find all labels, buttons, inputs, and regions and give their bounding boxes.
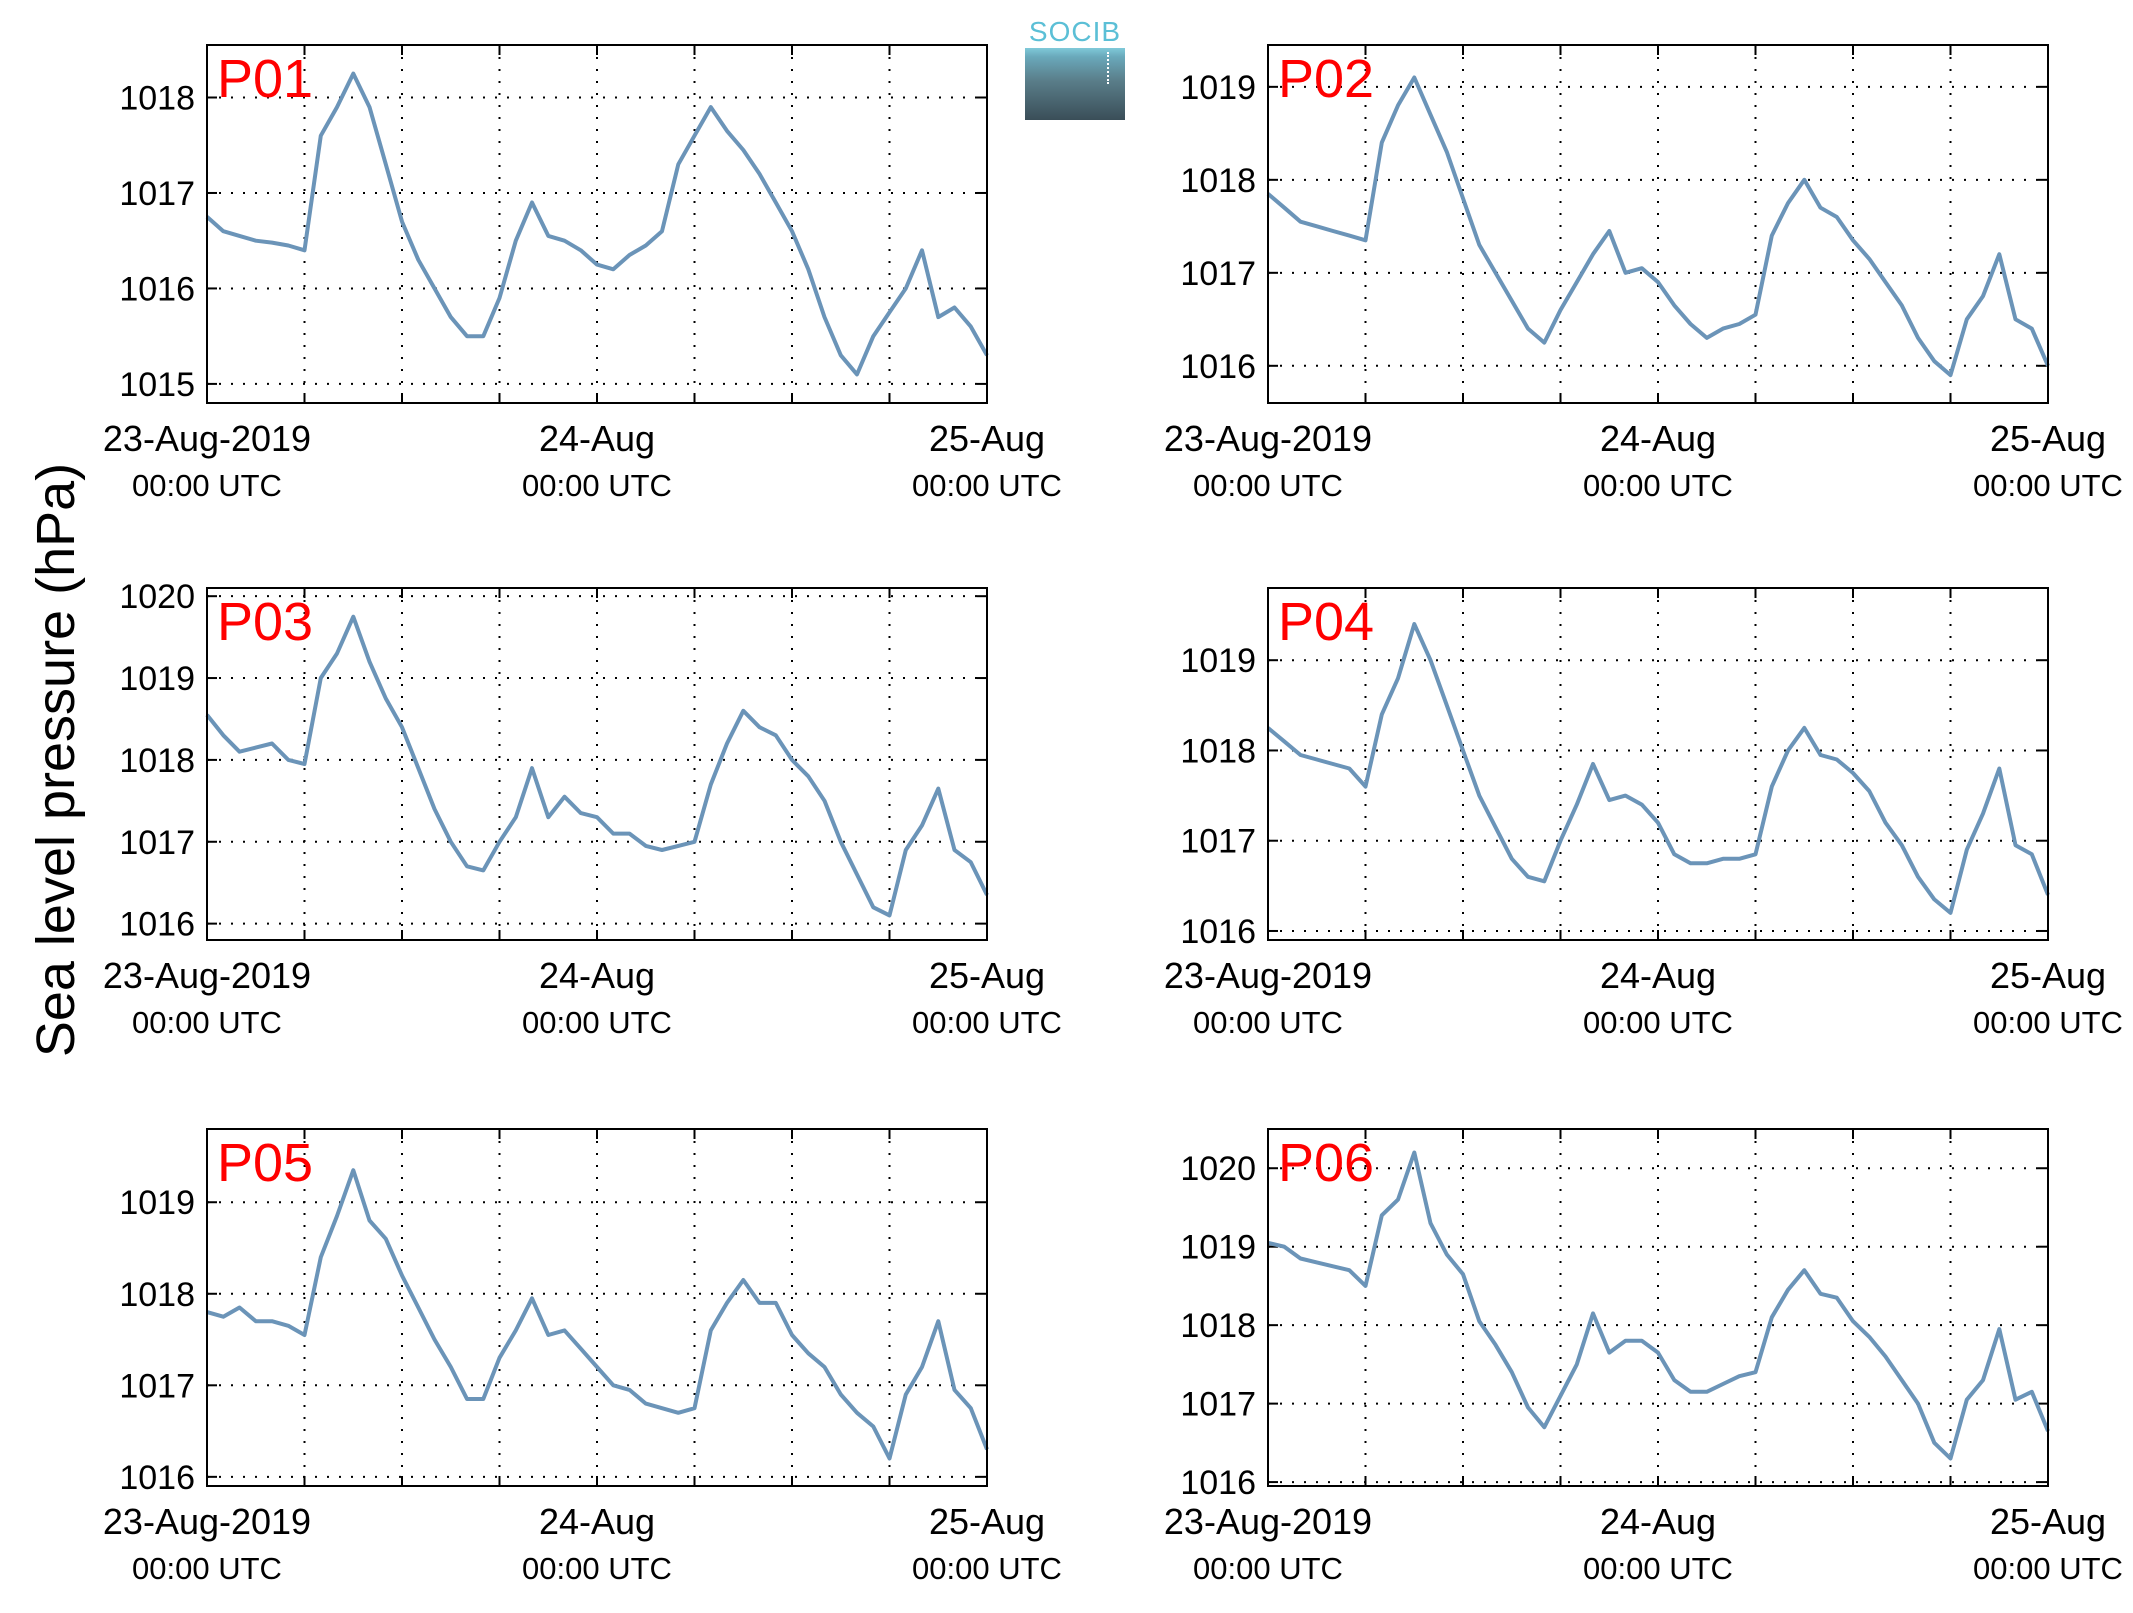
panel-p03: 1016 1017 1018 1019 1020 P03 23-Aug-2019 00:00 …	[103, 578, 1062, 1040]
y-tick-label: 1018	[119, 1276, 195, 1314]
x-tick-sublabel: 00:00 UTC	[1193, 1551, 1343, 1586]
y-tick-label: 1016	[1180, 913, 1256, 951]
panel-label: P01	[217, 49, 313, 109]
axes-frame	[1267, 44, 2049, 404]
y-tick-label: 1018	[119, 80, 195, 118]
x-tick-label: 24-Aug	[1600, 418, 1716, 459]
logo-graphic	[1025, 48, 1125, 120]
y-tick-label: 1017	[1180, 1386, 1256, 1424]
axes-frame	[1267, 1128, 2049, 1487]
axes-frame	[206, 587, 988, 941]
y-tick-label: 1018	[1180, 1307, 1256, 1345]
x-tick-sublabel: 00:00 UTC	[1973, 1005, 2123, 1040]
y-tick-label: 1017	[119, 824, 195, 862]
y-axis-label: Sea level pressure (hPa)	[26, 462, 86, 1058]
x-tick-label: 23-Aug-2019	[103, 1501, 311, 1542]
x-tick-sublabel: 00:00 UTC	[522, 468, 672, 503]
x-tick-sublabel: 00:00 UTC	[522, 1005, 672, 1040]
series-line-p05	[206, 1168, 989, 1461]
y-tick-label: 1019	[1180, 69, 1256, 107]
x-tick-label: 25-Aug	[929, 955, 1045, 996]
x-tick-label: 23-Aug-2019	[103, 955, 311, 996]
logo-buoy-line	[1107, 52, 1109, 84]
series-line-p02	[1266, 75, 2050, 378]
x-tick-label: 24-Aug	[1600, 1501, 1716, 1542]
panel-p05: 1016 1017 1018 1019 P05 23-Aug-2019 00:00 UTC 2…	[103, 1128, 1062, 1586]
x-tick-sublabel: 00:00 UTC	[1583, 1005, 1733, 1040]
x-tick-sublabel: 00:00 UTC	[1973, 1551, 2123, 1586]
x-tick-label: 23-Aug-2019	[1164, 418, 1372, 459]
x-tick-label: 25-Aug	[1990, 955, 2106, 996]
x-tick-sublabel: 00:00 UTC	[132, 1005, 282, 1040]
panel-p06: 1016 1017 1018 1019 1020 P06 23-Aug-2019 00:00 …	[1164, 1128, 2123, 1586]
x-tick-sublabel: 00:00 UTC	[1583, 468, 1733, 503]
y-tick-label: 1017	[119, 1367, 195, 1405]
x-tick-sublabel: 00:00 UTC	[522, 1551, 672, 1586]
y-tick-label: 1019	[1180, 1229, 1256, 1267]
y-tick-label: 1017	[1180, 823, 1256, 861]
axes-frame	[206, 44, 988, 404]
y-tick-label: 1016	[119, 906, 195, 944]
y-tick-label: 1015	[119, 366, 195, 404]
x-tick-sublabel: 00:00 UTC	[132, 1551, 282, 1586]
socib-logo: SOCIB	[1025, 16, 1125, 121]
logo-text: SOCIB	[1028, 16, 1122, 47]
y-tick-label: 1018	[1180, 162, 1256, 200]
x-tick-sublabel: 00:00 UTC	[912, 1551, 1062, 1586]
y-tick-label: 1017	[119, 175, 195, 213]
x-tick-label: 24-Aug	[539, 418, 655, 459]
y-tick-label: 1018	[1180, 732, 1256, 770]
y-tick-label: 1016	[1180, 1464, 1256, 1502]
x-tick-sublabel: 00:00 UTC	[1583, 1551, 1733, 1586]
y-tick-label: 1016	[119, 270, 195, 308]
axes-frame	[206, 1128, 988, 1487]
y-tick-label: 1019	[119, 660, 195, 698]
x-tick-label: 25-Aug	[1990, 1501, 2106, 1542]
x-tick-label: 23-Aug-2019	[103, 418, 311, 459]
x-tick-sublabel: 00:00 UTC	[1193, 1005, 1343, 1040]
axes-frame	[1267, 587, 2049, 941]
x-tick-sublabel: 00:00 UTC	[1193, 468, 1343, 503]
y-tick-label: 1019	[1180, 642, 1256, 680]
y-tick-label: 1016	[1180, 348, 1256, 386]
x-tick-label: 25-Aug	[929, 418, 1045, 459]
series-line-p03	[205, 614, 989, 918]
x-tick-label: 23-Aug-2019	[1164, 1501, 1372, 1542]
panel-p01: 1015 1016 1017 1018 P01 23-Aug-2019 00:00 UTC 2…	[103, 44, 1062, 503]
y-tick-label: 1016	[119, 1459, 195, 1497]
x-tick-label: 23-Aug-2019	[1164, 955, 1372, 996]
series-line-p06	[1267, 1150, 2050, 1461]
series-line-p01	[205, 71, 989, 377]
x-tick-sublabel: 00:00 UTC	[1973, 468, 2123, 503]
x-tick-sublabel: 00:00 UTC	[912, 1005, 1062, 1040]
panel-label: P02	[1278, 49, 1374, 109]
series-line-p04	[1266, 622, 2050, 915]
x-tick-label: 25-Aug	[1990, 418, 2106, 459]
y-tick-label: 1020	[1180, 1150, 1256, 1188]
panel-p02: 1016 1017 1018 1019 P02 23-Aug-2019 00:00 UTC 2…	[1164, 44, 2123, 503]
y-tick-label: 1018	[119, 742, 195, 780]
panel-p04: 1016 1017 1018 1019 P04 23-Aug-2019 00:00 UTC 2…	[1164, 587, 2123, 1040]
y-tick-label: 1019	[119, 1184, 195, 1222]
panel-label: P03	[217, 592, 313, 652]
panel-label: P05	[217, 1133, 313, 1193]
x-tick-label: 24-Aug	[539, 955, 655, 996]
panel-label: P06	[1278, 1133, 1374, 1193]
x-tick-sublabel: 00:00 UTC	[912, 468, 1062, 503]
x-tick-label: 24-Aug	[539, 1501, 655, 1542]
x-tick-label: 24-Aug	[1600, 955, 1716, 996]
y-tick-label: 1017	[1180, 255, 1256, 293]
panel-label: P04	[1278, 592, 1374, 652]
y-tick-label: 1020	[119, 578, 195, 616]
x-tick-label: 25-Aug	[929, 1501, 1045, 1542]
x-tick-sublabel: 00:00 UTC	[132, 468, 282, 503]
